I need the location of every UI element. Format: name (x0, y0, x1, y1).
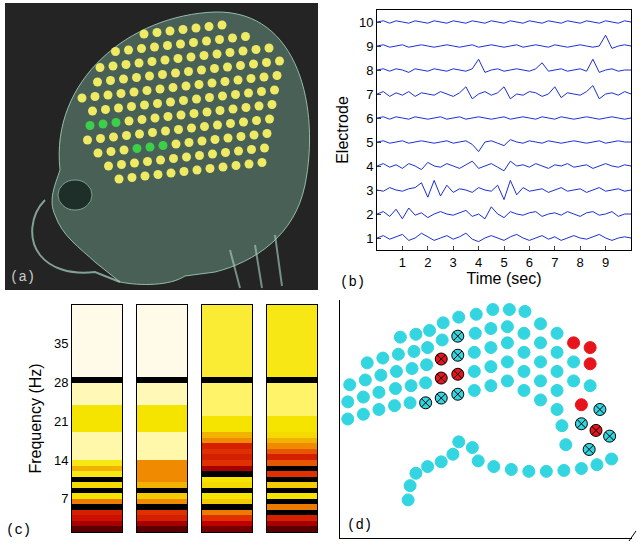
svg-text:3: 3 (450, 255, 457, 270)
svg-text:14: 14 (54, 453, 68, 468)
svg-text:8: 8 (577, 255, 584, 270)
svg-text:10: 10 (359, 15, 373, 30)
svg-text:21: 21 (54, 414, 68, 429)
svg-text:9: 9 (602, 255, 609, 270)
svg-text:4: 4 (475, 255, 482, 270)
svg-text:3: 3 (366, 183, 373, 198)
svg-text:(d): (d) (347, 517, 372, 533)
svg-text:(b): (b) (340, 274, 365, 290)
svg-text:Frequency (Hz): Frequency (Hz) (27, 363, 44, 473)
svg-text:(a): (a) (10, 269, 35, 285)
svg-text:6: 6 (366, 111, 373, 126)
svg-text:8: 8 (366, 63, 373, 78)
svg-text:7: 7 (61, 491, 68, 506)
svg-text:6: 6 (526, 255, 533, 270)
svg-text:1: 1 (366, 231, 373, 246)
svg-text:9: 9 (366, 39, 373, 54)
svg-text:28: 28 (54, 375, 68, 390)
svg-text:2: 2 (366, 207, 373, 222)
svg-text:35: 35 (54, 336, 68, 351)
svg-text:1: 1 (399, 255, 406, 270)
svg-text:7: 7 (551, 255, 558, 270)
svg-text:5: 5 (500, 255, 507, 270)
svg-text:7: 7 (366, 87, 373, 102)
svg-text:2: 2 (424, 255, 431, 270)
svg-text:(c): (c) (6, 522, 31, 538)
svg-text:5: 5 (366, 135, 373, 150)
svg-text:4: 4 (366, 159, 373, 174)
svg-text:Electrode: Electrode (334, 96, 351, 164)
svg-text:Time (sec): Time (sec) (467, 270, 542, 287)
